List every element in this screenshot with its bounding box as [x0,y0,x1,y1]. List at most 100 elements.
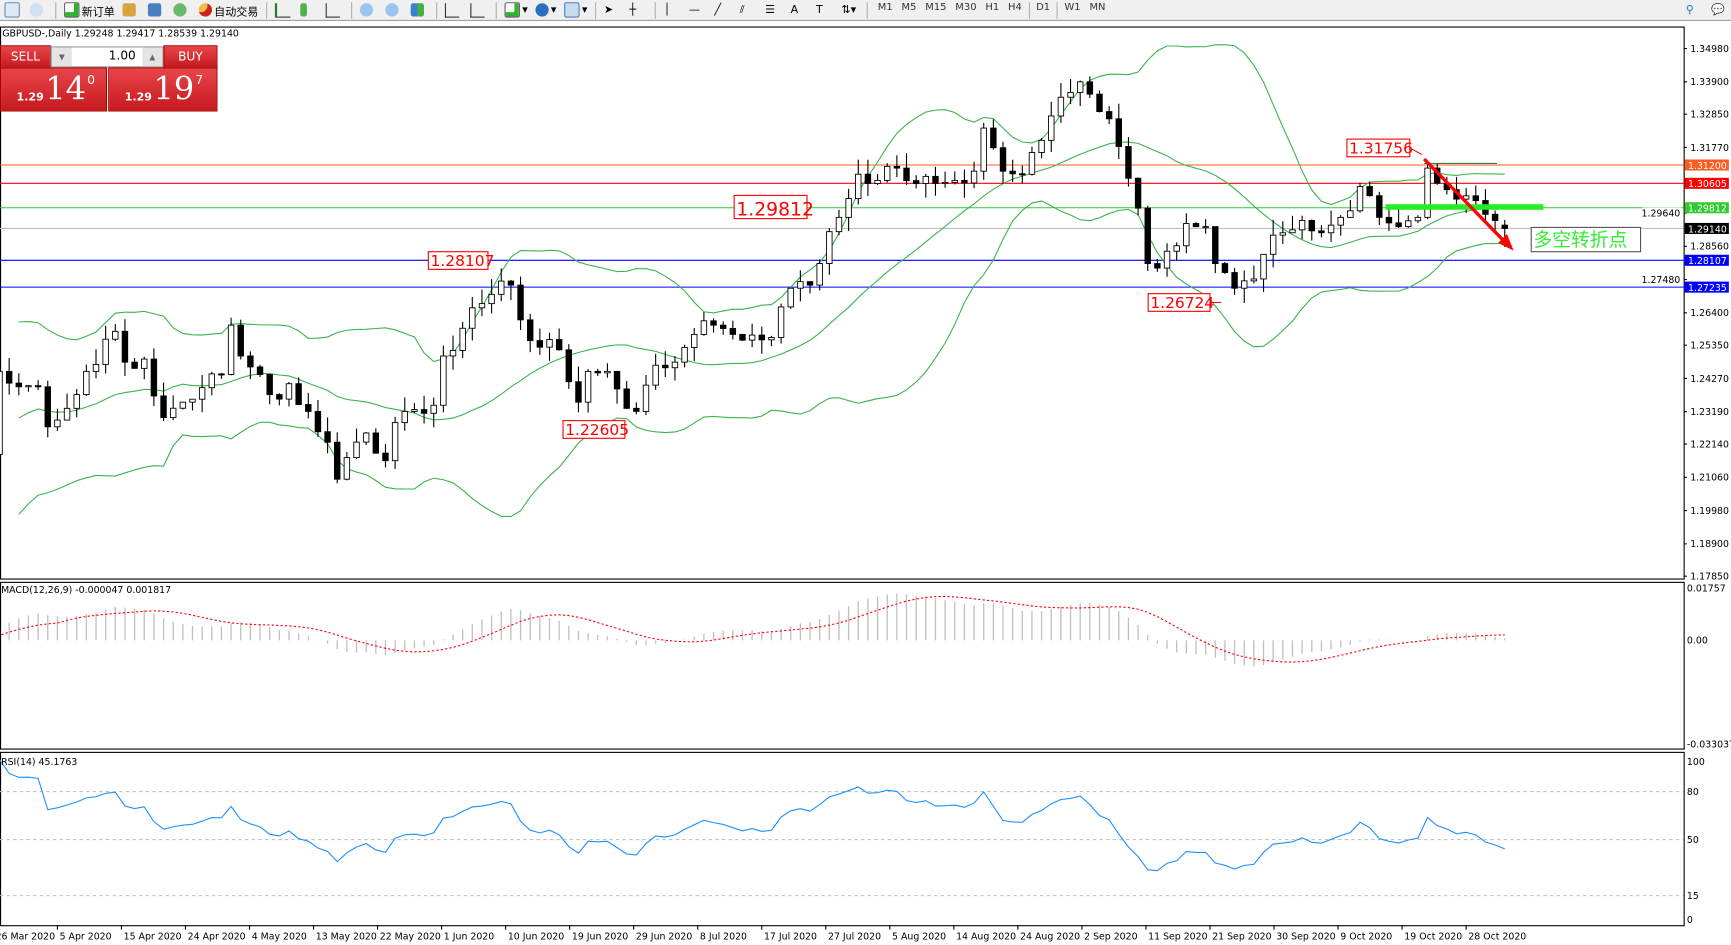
auto-trading-button[interactable]: 自动交易 [197,1,261,19]
bear-candle-body [961,179,968,184]
buy-price-pips: 19 [153,69,195,108]
new-chart-button[interactable] [2,1,24,19]
macd-pane [0,581,1685,750]
candle [150,348,158,407]
channel-button[interactable]: ⫽ [738,1,760,19]
candle [517,276,524,330]
candle [459,321,466,359]
timeframe-h1[interactable]: H1 [985,1,1000,13]
price-tick-label: 1.19980 [1690,506,1729,517]
candle [1125,137,1132,187]
indicators-button[interactable]: ▾ [502,1,530,19]
bull-candle-body [362,432,370,443]
new-order-button[interactable]: 新订单 [62,1,117,19]
bear-candle-body [305,404,312,412]
date-tick-label: 9 Oct 2020 [1340,932,1392,943]
candle [353,428,360,459]
candle [816,259,823,291]
bar-chart-button[interactable] [273,1,295,19]
lot-decrease-button[interactable]: ▼ [51,47,72,67]
zoom-out-button[interactable] [383,1,405,19]
price-tick-label: 1.23190 [1690,407,1729,418]
auto-scroll-button[interactable] [443,1,465,19]
zoom-window-button[interactable] [28,1,50,19]
buy-price[interactable]: 1.29 19 7 [108,67,218,112]
bear-candle-body [1009,170,1016,175]
bull-candle-body [652,364,659,386]
terminal-button[interactable] [146,1,168,19]
timeframe-w1[interactable]: W1 [1064,1,1081,13]
level-price-badge [1684,254,1729,266]
candlestick-button[interactable] [298,1,320,19]
buy-button[interactable]: BUY [163,45,218,69]
text-label-button[interactable]: T [814,1,836,19]
bull-candle-body [1163,250,1171,269]
text-button[interactable]: A [788,1,810,19]
candle [34,380,42,391]
candle [169,395,177,421]
candle [5,358,13,395]
lot-increase-button[interactable]: ▲ [142,47,163,67]
level-price-label: 1.29812 [1688,204,1727,215]
bull-candle-body [0,370,3,455]
candle [1405,215,1412,228]
lot-size-stepper[interactable]: ▼ ▲ [50,46,164,68]
timeframe-d1[interactable]: D1 [1036,1,1051,13]
bull-candle-body [227,324,235,375]
candle [874,174,881,185]
date-tick-label: 4 May 2020 [252,932,307,943]
line-chart-button[interactable] [323,1,345,19]
level-price-badge [1684,202,1729,214]
lot-size-input[interactable] [73,47,136,65]
bull-candle-body [1241,280,1248,289]
candle [266,374,273,405]
tile-windows-button[interactable] [408,1,430,19]
cursor-button[interactable]: ➤ [602,1,624,19]
sell-price[interactable]: 1.29 14 0 [0,67,108,112]
level-price-label: 1.31200 [1688,161,1727,172]
timeframe-m1[interactable]: M1 [877,1,893,13]
sell-button[interactable]: SELL [0,45,51,69]
bear-candle-body [372,432,380,454]
candle [613,370,621,404]
trendline-button[interactable]: ╱ [712,1,734,19]
fibonacci-button[interactable]: ☰ [763,1,785,19]
bull-candle-body [478,303,486,309]
crosshair-button[interactable]: ┼ [627,1,649,19]
candle [507,279,515,301]
periods-button[interactable]: ▾ [533,1,558,19]
candle [1366,181,1373,197]
market-watch-button[interactable] [120,1,142,19]
candle [1076,80,1084,107]
bollinger-upper [18,44,1505,363]
vertical-line-button[interactable]: │ [661,1,683,19]
horizontal-line-button[interactable]: — [687,1,709,19]
bull-candle-body [1337,216,1344,226]
zoom-in-button[interactable] [358,1,380,19]
candle [671,356,679,381]
search-icon: ⚲ [1685,3,1694,17]
timeframe-m5[interactable]: M5 [901,1,917,13]
arrows-button[interactable]: ⇅▾ [839,1,861,19]
rsi-axis-label: 0 [1687,915,1693,926]
candle [1048,101,1055,152]
signals-button[interactable] [171,1,193,19]
timeframe-m30[interactable]: M30 [955,1,977,13]
price-tick-label: 1.33900 [1690,77,1729,88]
timeframe-mn[interactable]: MN [1089,1,1106,13]
chat-button[interactable]: 💬 [1709,1,1731,19]
candle [15,373,23,396]
arrows-icon: ⇅▾ [841,3,857,17]
bull-candle-body [1327,224,1335,234]
timeframe-h4[interactable]: H4 [1007,1,1022,13]
chart-shift-button[interactable] [468,1,490,19]
note-text: 多空转折点 [1533,229,1627,251]
sell-price-prefix: 1.29 [16,91,44,104]
templates-button[interactable]: ▾ [562,1,590,19]
chart-background [0,24,1731,944]
timeframe-m15[interactable]: M15 [925,1,947,13]
search-button[interactable]: ⚲ [1684,1,1706,19]
main-pane [0,26,1685,580]
bear-candle-body [1125,146,1132,179]
